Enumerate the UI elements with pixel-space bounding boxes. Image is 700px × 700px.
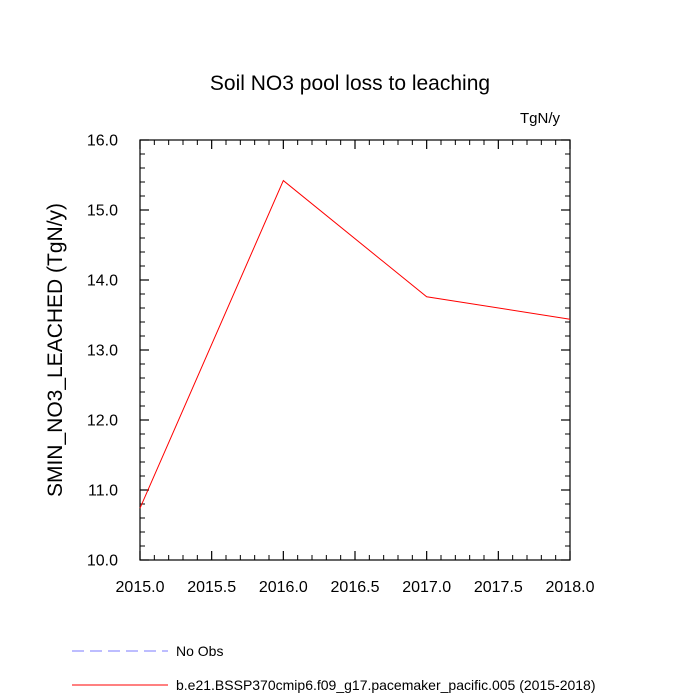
legend: No Obs b.e21.BSSP370cmip6.f09_g17.pacemak… — [72, 643, 596, 693]
y-axis-label: SMIN_NO3_LEACHED (TgN/y) — [44, 203, 67, 497]
y-tick-label: 14.0 — [87, 273, 118, 290]
x-tick-labels: 2015.0 2015.5 2016.0 2016.5 2017.0 2017.5 2018… — [116, 579, 595, 596]
major-ticks — [139, 139, 571, 561]
plot-area-border — [139, 139, 571, 561]
chart-units: TgN/y — [520, 110, 561, 127]
y-tick-labels: 10.0 11.0 12.0 13.0 14.0 15.0 16.0 — [87, 133, 118, 570]
x-tick-label: 2018.0 — [546, 579, 595, 596]
x-tick-label: 2017.5 — [474, 579, 523, 596]
legend-label: No Obs — [176, 643, 223, 659]
y-tick-label: 13.0 — [87, 343, 118, 360]
y-tick-label: 16.0 — [87, 133, 118, 150]
y-tick-label: 10.0 — [87, 553, 118, 570]
y-tick-label: 15.0 — [87, 203, 118, 220]
y-tick-label: 12.0 — [87, 413, 118, 430]
plot-frame — [139, 139, 571, 561]
legend-label: b.e21.BSSP370cmip6.f09_g17.pacemaker_pac… — [176, 677, 596, 693]
x-tick-label: 2016.0 — [259, 579, 308, 596]
chart-title: Soil NO3 pool loss to leaching — [210, 72, 490, 95]
x-tick-label: 2017.0 — [402, 579, 451, 596]
x-tick-label: 2015.5 — [187, 579, 236, 596]
y-tick-label: 11.0 — [88, 483, 118, 500]
x-tick-label: 2016.5 — [331, 579, 380, 596]
x-tick-label: 2015.0 — [116, 579, 165, 596]
series-line — [139, 179, 571, 509]
series-layer — [139, 179, 571, 509]
minor-ticks — [140, 140, 570, 560]
